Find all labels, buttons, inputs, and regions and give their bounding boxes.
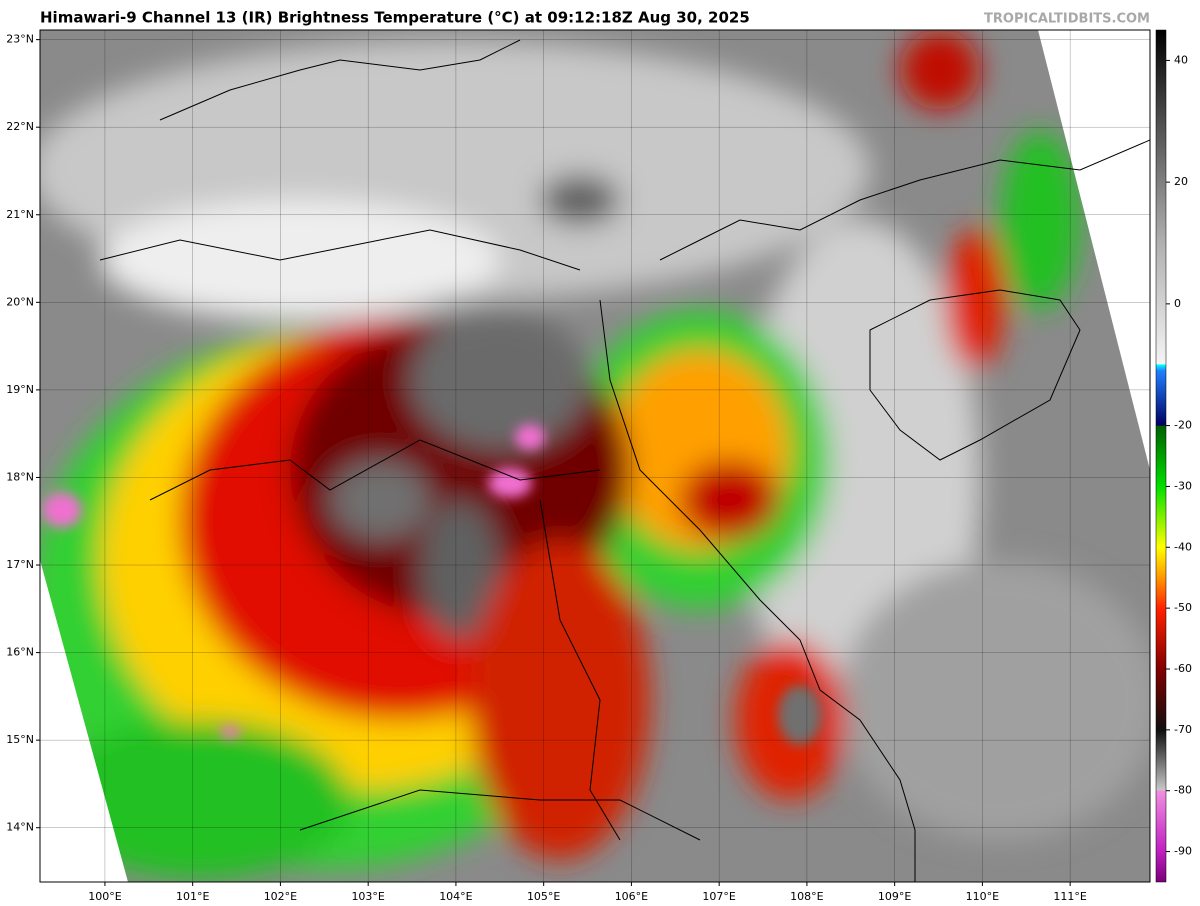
y-tick-label: 18°N: [6, 470, 34, 483]
y-tick-label: 20°N: [6, 295, 34, 308]
y-tick-label: 16°N: [6, 646, 34, 659]
colorbar-tick-label: -70: [1174, 723, 1192, 736]
y-tick-label: 14°N: [6, 821, 34, 834]
y-tick-label: 17°N: [6, 558, 34, 571]
x-tick-label: 103°E: [351, 890, 384, 903]
colorbar-tick-label: -90: [1174, 845, 1192, 858]
colorbar-tick-label: 20: [1174, 175, 1188, 188]
colorbar-tick-label: -40: [1174, 540, 1192, 553]
watermark: TROPICALTIDBITS.COM: [984, 12, 1150, 27]
satellite-image: [40, 30, 1150, 882]
x-tick-label: 104°E: [439, 890, 472, 903]
title: Himawari-9 Channel 13 (IR) Brightness Te…: [40, 9, 750, 27]
y-tick-label: 22°N: [6, 120, 34, 133]
x-tick-label: 111°E: [1053, 890, 1086, 903]
colorbar: [1155, 29, 1167, 883]
y-tick-label: 19°N: [6, 383, 34, 396]
colorbar-tick-label: -60: [1174, 662, 1192, 675]
colorbar-tick-label: -20: [1174, 419, 1192, 432]
map-frame: [39, 29, 1151, 883]
x-tick-label: 110°E: [966, 890, 999, 903]
colorbar-tick-label: 40: [1174, 53, 1188, 66]
colorbar-tick-label: -80: [1174, 784, 1192, 797]
x-tick-label: 109°E: [878, 890, 911, 903]
y-tick-label: 21°N: [6, 208, 34, 221]
x-tick-label: 105°E: [527, 890, 560, 903]
colorbar-tick-label: -30: [1174, 479, 1192, 492]
x-tick-label: 106°E: [615, 890, 648, 903]
x-tick-label: 100°E: [88, 890, 121, 903]
y-tick-label: 23°N: [6, 33, 34, 46]
colorbar-tick-label: 0: [1174, 297, 1181, 310]
x-tick-label: 107°E: [702, 890, 735, 903]
y-tick-label: 15°N: [6, 733, 34, 746]
x-tick-label: 108°E: [790, 890, 823, 903]
x-tick-label: 102°E: [264, 890, 297, 903]
x-tick-label: 101°E: [176, 890, 209, 903]
colorbar-tick-label: -50: [1174, 601, 1192, 614]
